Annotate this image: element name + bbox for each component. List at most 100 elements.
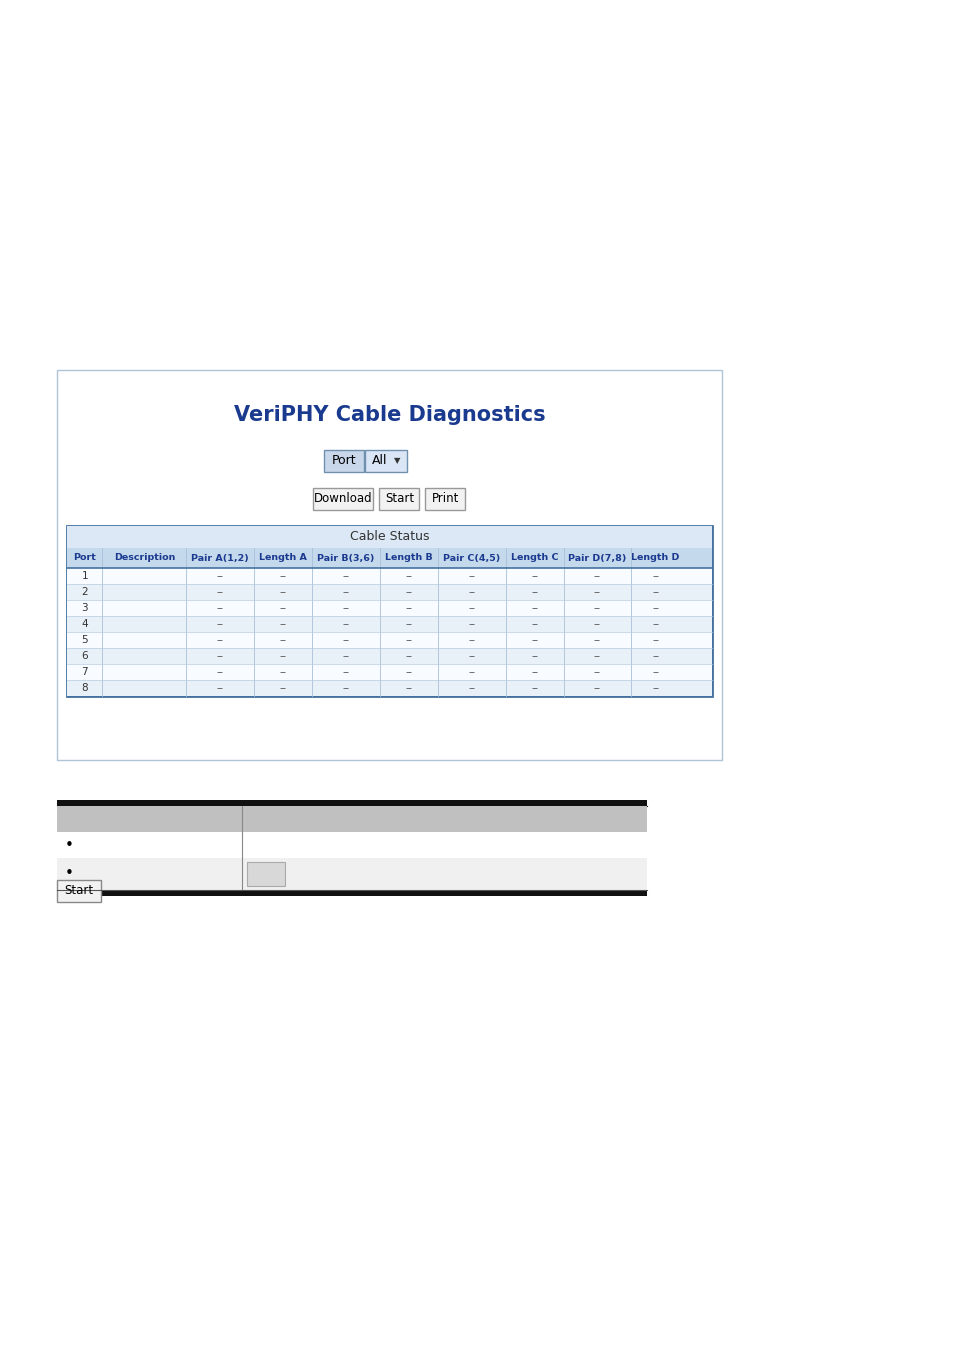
Text: --: -- xyxy=(405,620,412,629)
Text: Pair B(3,6): Pair B(3,6) xyxy=(317,554,375,563)
Text: --: -- xyxy=(216,603,223,613)
Text: --: -- xyxy=(279,620,286,629)
Text: --: -- xyxy=(652,634,659,645)
Text: --: -- xyxy=(652,571,659,580)
Text: --: -- xyxy=(594,667,600,676)
Text: Port: Port xyxy=(73,554,96,563)
Text: Length B: Length B xyxy=(385,554,433,563)
Text: --: -- xyxy=(594,587,600,597)
Text: --: -- xyxy=(531,634,537,645)
Text: --: -- xyxy=(468,667,475,676)
Text: --: -- xyxy=(531,571,537,580)
Text: --: -- xyxy=(279,587,286,597)
Text: 8: 8 xyxy=(81,683,88,693)
Text: --: -- xyxy=(652,651,659,661)
Text: --: -- xyxy=(594,620,600,629)
Text: Description: Description xyxy=(113,554,175,563)
Text: Print: Print xyxy=(432,493,458,505)
Bar xyxy=(324,450,364,472)
Bar xyxy=(67,526,711,697)
Text: 6: 6 xyxy=(81,651,88,661)
Text: --: -- xyxy=(652,587,659,597)
Text: --: -- xyxy=(405,587,412,597)
Bar xyxy=(314,487,374,510)
Bar xyxy=(57,801,646,806)
Text: Length C: Length C xyxy=(511,554,558,563)
Text: Pair D(7,8): Pair D(7,8) xyxy=(568,554,626,563)
Text: •: • xyxy=(65,837,73,852)
Text: Start: Start xyxy=(384,493,414,505)
Text: --: -- xyxy=(468,603,475,613)
Text: --: -- xyxy=(594,571,600,580)
Text: --: -- xyxy=(342,683,349,693)
Text: --: -- xyxy=(279,603,286,613)
Text: --: -- xyxy=(531,683,537,693)
Text: --: -- xyxy=(279,683,286,693)
Text: --: -- xyxy=(342,620,349,629)
Bar xyxy=(247,863,285,886)
Bar xyxy=(57,832,646,859)
Text: --: -- xyxy=(405,603,412,613)
Bar xyxy=(379,487,419,510)
Bar xyxy=(57,890,646,896)
Text: --: -- xyxy=(342,667,349,676)
Text: --: -- xyxy=(652,683,659,693)
Text: --: -- xyxy=(531,651,537,661)
Text: --: -- xyxy=(216,667,223,676)
Bar xyxy=(67,616,711,632)
Text: --: -- xyxy=(468,620,475,629)
Text: Cable Status: Cable Status xyxy=(350,531,429,544)
Text: 3: 3 xyxy=(81,603,88,613)
Text: ▼: ▼ xyxy=(394,456,400,466)
Text: --: -- xyxy=(216,683,223,693)
Text: Download: Download xyxy=(314,493,373,505)
Text: --: -- xyxy=(405,571,412,580)
Text: --: -- xyxy=(652,667,659,676)
Text: --: -- xyxy=(652,603,659,613)
Bar xyxy=(67,599,711,616)
Bar xyxy=(57,880,101,902)
Bar xyxy=(67,632,711,648)
Text: •: • xyxy=(65,867,73,882)
Bar xyxy=(67,526,711,548)
Bar xyxy=(57,806,646,832)
Text: --: -- xyxy=(594,603,600,613)
Text: --: -- xyxy=(279,667,286,676)
Text: --: -- xyxy=(216,651,223,661)
Bar xyxy=(57,370,721,760)
Text: All: All xyxy=(372,455,387,467)
Text: --: -- xyxy=(216,587,223,597)
Bar xyxy=(67,568,711,585)
Text: 1: 1 xyxy=(81,571,88,580)
Text: VeriPHY Cable Diagnostics: VeriPHY Cable Diagnostics xyxy=(233,405,545,425)
Text: --: -- xyxy=(279,634,286,645)
Text: 4: 4 xyxy=(81,620,88,629)
Text: --: -- xyxy=(652,620,659,629)
Text: --: -- xyxy=(468,571,475,580)
Text: --: -- xyxy=(468,634,475,645)
Text: --: -- xyxy=(342,587,349,597)
Text: --: -- xyxy=(342,634,349,645)
Text: --: -- xyxy=(216,620,223,629)
Text: --: -- xyxy=(531,587,537,597)
Bar xyxy=(425,487,465,510)
Text: Pair A(1,2): Pair A(1,2) xyxy=(192,554,249,563)
Text: --: -- xyxy=(468,587,475,597)
Text: --: -- xyxy=(531,667,537,676)
Text: --: -- xyxy=(468,651,475,661)
Text: --: -- xyxy=(405,667,412,676)
Text: --: -- xyxy=(531,620,537,629)
Text: Pair C(4,5): Pair C(4,5) xyxy=(442,554,499,563)
Text: 2: 2 xyxy=(81,587,88,597)
Text: --: -- xyxy=(594,651,600,661)
Text: Start: Start xyxy=(65,884,93,898)
Text: Length A: Length A xyxy=(259,554,307,563)
Text: --: -- xyxy=(342,571,349,580)
Text: --: -- xyxy=(279,571,286,580)
Text: --: -- xyxy=(531,603,537,613)
Text: --: -- xyxy=(594,634,600,645)
Text: --: -- xyxy=(405,651,412,661)
Bar xyxy=(67,680,711,697)
Text: Length D: Length D xyxy=(631,554,679,563)
Text: --: -- xyxy=(342,603,349,613)
